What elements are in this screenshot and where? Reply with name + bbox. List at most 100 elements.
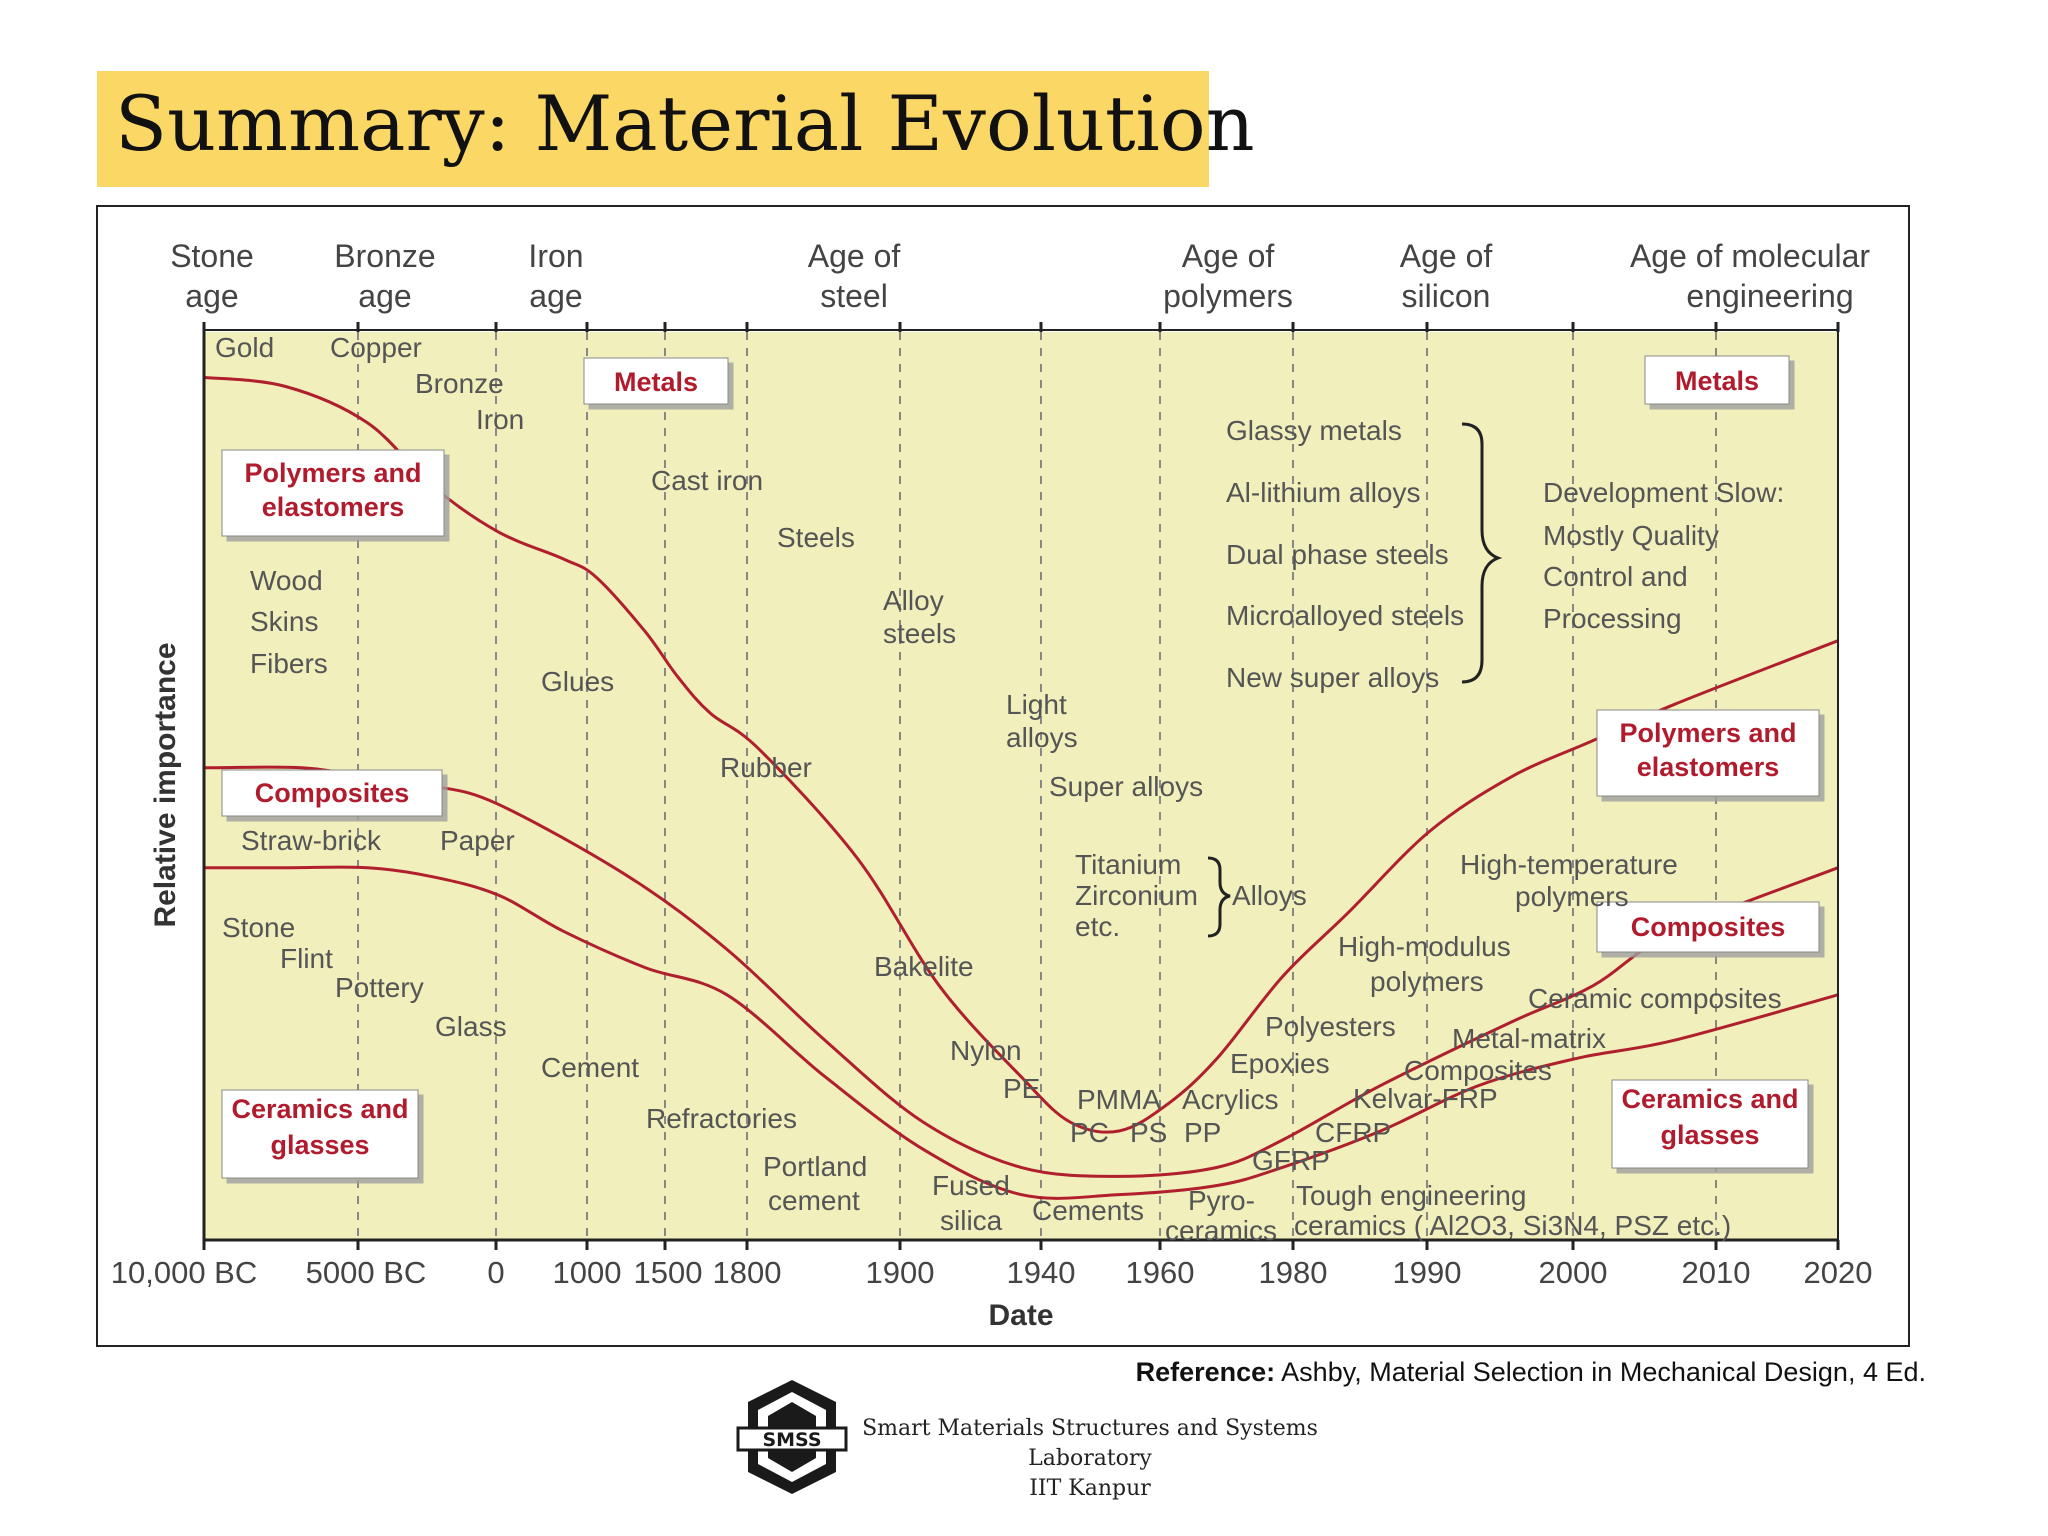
annotation-label: Cement [541, 1052, 639, 1083]
annotation-label: Nylon [950, 1035, 1022, 1066]
annotation-label: Steels [777, 522, 855, 553]
annotation-label: Straw-brick [241, 825, 382, 856]
reference-note: Reference: Ashby, Material Selection in … [1136, 1357, 1926, 1388]
annotation-label: Glassy metals [1226, 415, 1402, 446]
x-tick-label: 1500 [634, 1255, 703, 1290]
reference-label: Reference: [1135, 1357, 1276, 1387]
annotation-label: Cast iron [651, 465, 763, 496]
annotation-label: Copper [330, 332, 422, 363]
box-composites-left-label: Composites [255, 778, 410, 808]
annotation-label: Development Slow: [1543, 477, 1784, 508]
ceramics-region [204, 332, 1838, 1240]
polymers-boundary-line [203, 765, 1839, 1178]
reference-text: Ashby, Material Selection in Mechanical … [1275, 1357, 1926, 1387]
age-headers: Stone age Bronze age Iron age Age of steel Age o… [170, 238, 1870, 314]
logo-text: SMSS [762, 1429, 821, 1451]
box-composites-right: Composites [1596, 901, 1820, 953]
box-polymers-right-label: Polymers and elastomers [1619, 718, 1796, 782]
annotation-label: ceramics ( Al2O3, Si3N4, PSZ etc.) [1294, 1210, 1731, 1241]
annotation-label: Mostly Quality [1543, 520, 1719, 551]
annotation-label: Gold [215, 332, 274, 363]
lab-line-1: Smart Materials Structures and Systems [862, 1416, 1318, 1441]
box-ceramics-right-label: Ceramics and glasses [1621, 1084, 1798, 1150]
x-tick-label: 10,000 BC [111, 1255, 258, 1290]
x-tick-label: 1940 [1007, 1255, 1076, 1290]
age-header: Age of molecular engineering [1630, 238, 1870, 314]
annotation-label: Fused [932, 1170, 1010, 1201]
age-header: Stone age [170, 238, 254, 314]
x-tick-label: 1000 [553, 1255, 622, 1290]
annotation-label: CFRP [1315, 1117, 1391, 1148]
age-header: Age of steel [808, 238, 901, 314]
box-composites-right-label: Composites [1631, 912, 1786, 942]
annotation-label: polymers [1370, 966, 1484, 997]
x-tick-label: 5000 BC [306, 1255, 427, 1290]
x-axis-title: Date [988, 1299, 1053, 1332]
annotation-label: steels [883, 618, 956, 649]
x-tick-label: 0 [487, 1255, 504, 1290]
box-composites-left: Composites [221, 769, 443, 817]
box-ceramics-right: Ceramics and glasses [1611, 1079, 1809, 1169]
annotation-label: Portland [763, 1151, 867, 1182]
annotation-label: Al-lithium alloys [1226, 477, 1421, 508]
annotation-label: New super alloys [1226, 662, 1439, 693]
x-tick-labels: 10,000 BC 5000 BC 0 1000 1500 1800 1900 1940 196… [111, 1255, 1873, 1290]
annotation-label: Fibers [250, 648, 328, 679]
annotation-label: Titanium [1075, 849, 1181, 880]
box-metals-left: Metals [583, 357, 729, 405]
annotation-label: Processing [1543, 603, 1682, 634]
box-metals-right-label: Metals [1675, 366, 1759, 396]
box-polymers-left-label: Polymers and elastomers [244, 458, 421, 522]
axis-ticks [202, 322, 1840, 1250]
annotation-label: Tough engineering [1296, 1180, 1526, 1211]
annotation-label: Alloys [1232, 880, 1307, 911]
annotation-label: silica [940, 1205, 1003, 1236]
annotation-label: PC [1070, 1117, 1109, 1148]
x-tick-label: 1990 [1393, 1255, 1462, 1290]
annotation-label: Wood [250, 565, 323, 596]
annotation-label: Glues [541, 666, 614, 697]
annotation-label: Skins [250, 606, 318, 637]
title-banner: Summary: Material Evolution [97, 71, 1255, 187]
annotation-label: Stone [222, 912, 295, 943]
x-tick-label: 2000 [1539, 1255, 1608, 1290]
annotation-label: Acrylics [1182, 1084, 1278, 1115]
annotation-label: Microalloyed steels [1226, 600, 1464, 631]
annotation-label: alloys [1006, 722, 1078, 753]
annotation-label: Alloy [883, 585, 944, 616]
age-header: Age of silicon [1400, 238, 1493, 314]
annotation-label: High-modulus [1338, 931, 1511, 962]
metals-boundary-line [203, 375, 1839, 1134]
box-metals-left-label: Metals [614, 367, 698, 397]
box-metals-right: Metals [1644, 355, 1790, 405]
annotation-label: Bronze [415, 368, 504, 399]
annotation-label: Pottery [335, 972, 424, 1003]
box-ceramics-left: Ceramics and glasses [221, 1089, 419, 1179]
x-tick-label: 1980 [1259, 1255, 1328, 1290]
annotation-label: etc. [1075, 911, 1120, 942]
annotation-label: Super alloys [1049, 771, 1203, 802]
x-tick-label: 2010 [1682, 1255, 1751, 1290]
annotation-label: Bakelite [874, 951, 974, 982]
annotation-label: polymers [1515, 881, 1629, 912]
age-header: Age of polymers [1163, 238, 1293, 314]
annotation-label: ceramics [1165, 1215, 1277, 1246]
annotation-label: Light [1006, 689, 1067, 720]
annotation-label: Cements [1032, 1195, 1144, 1226]
age-header: Bronze age [334, 238, 435, 314]
annotation-label: Dual phase steels [1226, 539, 1449, 570]
annotation-label: Rubber [720, 752, 812, 783]
lab-name: Smart Materials Structures and Systems L… [860, 1414, 1320, 1504]
annotation-label: Kelvar-FRP [1353, 1083, 1498, 1114]
brace-alloys-icon [1207, 856, 1231, 938]
x-tick-label: 1800 [713, 1255, 782, 1290]
x-tick-label: 2020 [1804, 1255, 1873, 1290]
annotation-label: Iron [476, 404, 524, 435]
composites-boundary-line [204, 865, 1839, 1200]
x-tick-label: 1960 [1126, 1255, 1195, 1290]
box-polymers-left: Polymers and elastomers [221, 449, 445, 537]
annotation-label: Ceramic composites [1528, 983, 1782, 1014]
annotation-label: Metal-matrix [1452, 1023, 1606, 1054]
annotation-label: Pyro- [1188, 1185, 1255, 1216]
